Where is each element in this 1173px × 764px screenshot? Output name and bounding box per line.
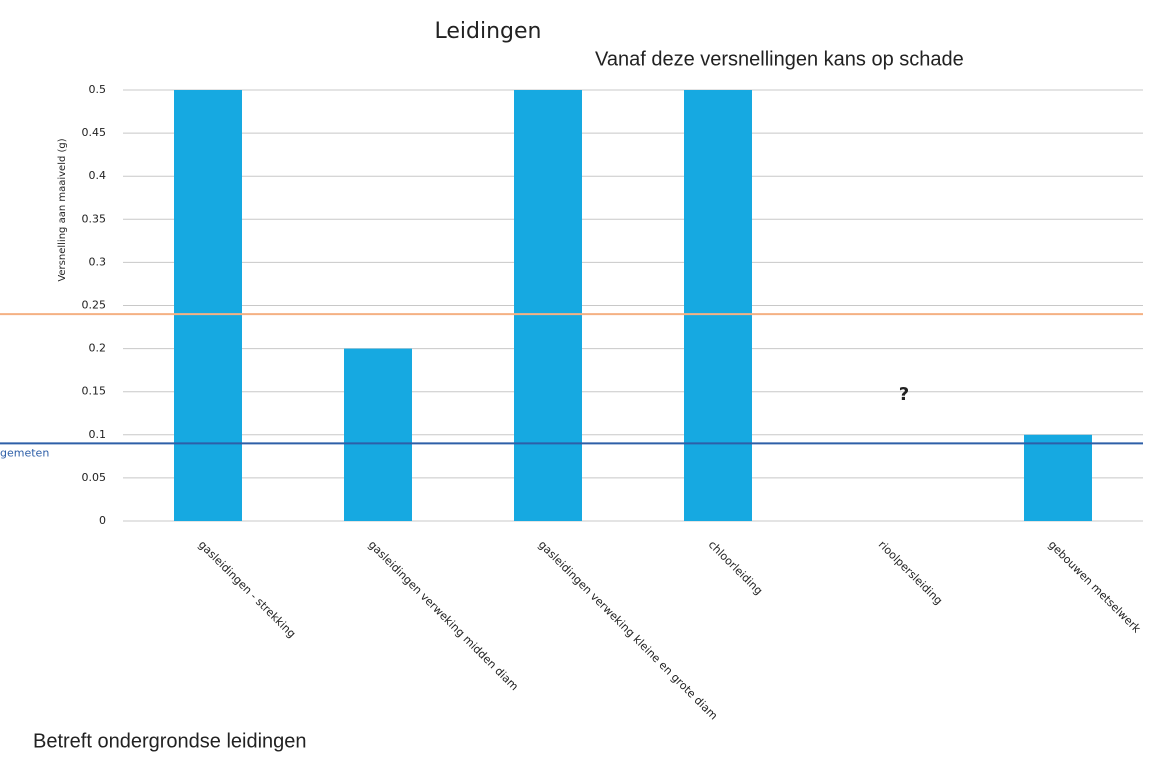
annotation: Vanaf deze versnellingen kans op schade bbox=[595, 48, 964, 70]
bar bbox=[514, 90, 582, 521]
x-tick-label: gasleidingen verweking midden diam bbox=[366, 538, 521, 693]
y-tick-label: 0.35 bbox=[82, 212, 107, 225]
x-tick-label: rioolpersleiding bbox=[876, 538, 945, 607]
y-tick-label: 0 bbox=[99, 514, 106, 527]
x-tick-label: chloorleiding bbox=[706, 538, 765, 597]
bar bbox=[1024, 434, 1092, 521]
y-tick-label: 0.3 bbox=[89, 255, 107, 268]
bar bbox=[174, 90, 242, 521]
annotation: ? bbox=[899, 384, 909, 405]
y-tick-label: 0.45 bbox=[82, 126, 107, 139]
y-tick-label: 0.4 bbox=[89, 169, 107, 182]
bar bbox=[344, 348, 412, 521]
y-tick-label: 0.1 bbox=[89, 428, 107, 441]
x-tick-label: gebouwen metselwerk bbox=[1046, 538, 1144, 636]
y-tick-label: 0.15 bbox=[82, 385, 107, 398]
x-tick-label: gasleidingen - strekking bbox=[196, 538, 298, 640]
y-tick-label: 0.25 bbox=[82, 299, 107, 312]
y-tick-label: 0.05 bbox=[82, 471, 107, 484]
y-tick-label: 0.5 bbox=[89, 83, 107, 96]
note: Betreft ondergrondse leidingen bbox=[33, 730, 307, 752]
bar bbox=[684, 90, 752, 521]
y-axis-label: Versnelling aan maaiveld (g) bbox=[57, 138, 68, 281]
reference-label: gemeten bbox=[0, 446, 49, 459]
y-tick-label: 0.2 bbox=[89, 342, 107, 355]
chart-title: Leidingen bbox=[435, 19, 542, 44]
x-tick-label: gasleidingen verweking kleine en grote d… bbox=[536, 538, 720, 722]
